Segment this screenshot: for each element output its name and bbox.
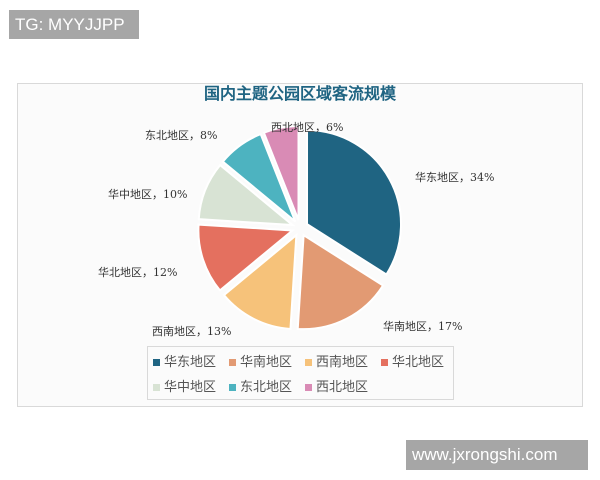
legend-label: 东北地区 [240,380,293,395]
legend-swatch [305,359,312,366]
data-label-1: 华南地区，17% [383,320,463,333]
legend-label: 西南地区 [316,355,369,370]
watermark-top: TG: MYYJJPP [9,10,139,39]
legend-item-1: 华南地区 [229,351,292,370]
legend-label: 西北地区 [316,380,369,395]
pie-slice-6 [262,125,300,221]
data-label-5: 东北地区，8% [145,129,218,142]
legend-swatch [229,384,236,391]
legend-swatch [153,384,160,391]
legend-swatch [229,359,236,366]
legend-swatch [305,384,312,391]
pie-slice-3 [197,223,295,292]
legend-swatch [381,359,388,366]
legend-item-3: 华北地区 [381,351,444,370]
legend-item-6: 西北地区 [305,376,368,395]
data-label-4: 华中地区，10% [108,188,188,201]
chart-title: 国内主题公园区域客流规模 [203,84,396,103]
pie-slice-1 [296,233,385,331]
data-label-0: 华东地区，34% [415,171,495,184]
legend-item-4: 华中地区 [153,376,216,395]
legend-label: 华南地区 [240,355,293,370]
data-label-3: 华北地区，12% [98,266,178,279]
pie-slice-4 [197,163,296,227]
chart-frame [17,83,583,407]
pie-slice-5 [221,132,297,223]
legend-label: 华北地区 [392,355,445,370]
data-label-2: 西南地区，13% [152,325,232,338]
legend-label: 华中地区 [164,380,217,395]
watermark-bottom: www.jxrongshi.com [406,440,588,470]
data-label-6: 西北地区，6% [271,121,344,134]
pie-slice-2 [222,232,298,331]
legend-item-5: 东北地区 [229,376,292,395]
legend: 华东地区 华南地区 西南地区 华北地区华中地区 东北地区 西北地区 [147,346,454,400]
legend-item-0: 华东地区 [153,351,216,370]
pie-slice-0 [306,129,402,276]
legend-item-2: 西南地区 [305,351,368,370]
legend-swatch [153,359,160,366]
legend-label: 华东地区 [164,355,217,370]
